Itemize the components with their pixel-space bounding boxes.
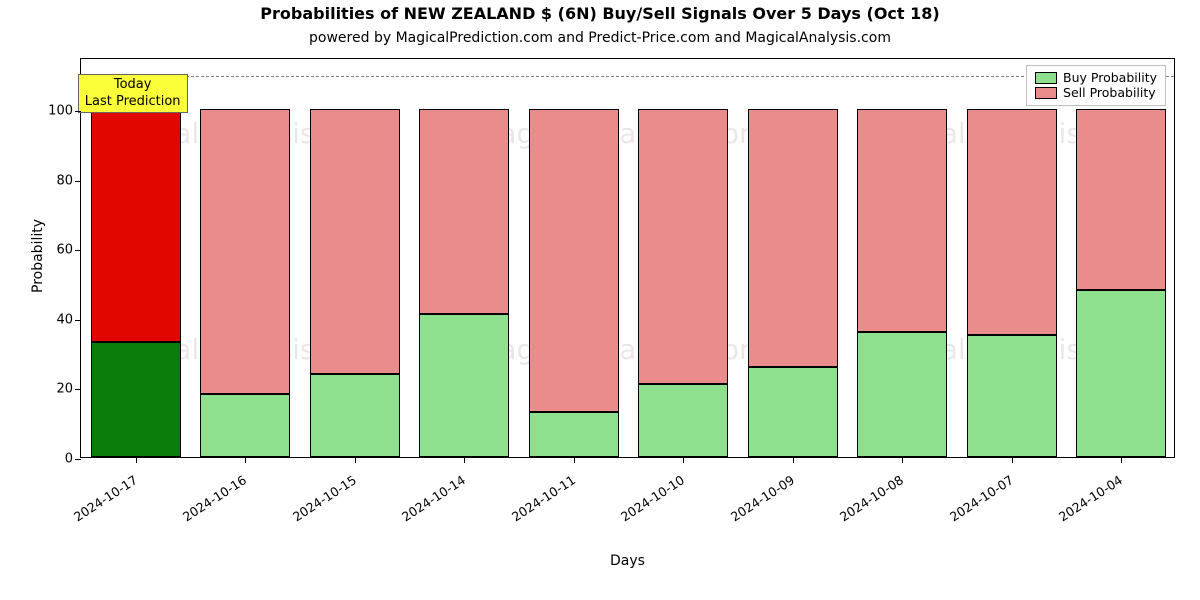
xtick-label: 2024-10-09 — [728, 472, 797, 524]
bar-group — [1076, 57, 1166, 457]
chart-title: Probabilities of NEW ZEALAND $ (6N) Buy/… — [0, 4, 1200, 23]
annotation-line2: Last Prediction — [85, 94, 181, 109]
sell-bar — [310, 109, 400, 373]
ytick-label: 0 — [65, 452, 73, 467]
xtick-mark — [574, 457, 575, 463]
bar-group — [310, 57, 400, 457]
bar-group — [748, 57, 838, 457]
annotation-line1: Today — [114, 77, 152, 92]
xtick-mark — [793, 457, 794, 463]
ytick-label: 40 — [56, 312, 73, 327]
legend-swatch — [1035, 72, 1057, 84]
buy-bar — [1076, 290, 1166, 457]
xtick-mark — [464, 457, 465, 463]
xtick-label: 2024-10-07 — [947, 472, 1016, 524]
xtick-label: 2024-10-16 — [180, 472, 249, 524]
buy-bar — [91, 342, 181, 457]
xtick-mark — [136, 457, 137, 463]
bar-group — [200, 57, 290, 457]
ytick-mark — [75, 250, 81, 251]
ytick-mark — [75, 459, 81, 460]
xtick-mark — [1012, 457, 1013, 463]
chart-subtitle: powered by MagicalPrediction.com and Pre… — [0, 30, 1200, 46]
legend-label: Buy Probability — [1063, 70, 1157, 85]
bar-group — [419, 57, 509, 457]
xtick-mark — [355, 457, 356, 463]
buy-bar — [857, 332, 947, 457]
buy-bar — [200, 394, 290, 457]
xtick-mark — [245, 457, 246, 463]
xtick-label: 2024-10-17 — [71, 472, 140, 524]
sell-bar — [967, 109, 1057, 335]
ytick-label: 20 — [56, 382, 73, 397]
legend-swatch — [1035, 87, 1057, 99]
y-axis-label: Probability — [30, 219, 46, 293]
sell-bar — [638, 109, 728, 384]
legend: Buy ProbabilitySell Probability — [1026, 65, 1166, 106]
ytick-label: 100 — [48, 104, 73, 119]
sell-bar — [419, 109, 509, 314]
xtick-label: 2024-10-04 — [1056, 472, 1125, 524]
buy-bar — [419, 314, 509, 457]
figure: Probabilities of NEW ZEALAND $ (6N) Buy/… — [0, 0, 1200, 600]
ytick-mark — [75, 181, 81, 182]
bars-layer — [81, 59, 1174, 457]
bar-group — [967, 57, 1057, 457]
ytick-mark — [75, 389, 81, 390]
buy-bar — [638, 384, 728, 457]
ytick-label: 60 — [56, 243, 73, 258]
xtick-label: 2024-10-14 — [399, 472, 468, 524]
legend-item: Buy Probability — [1035, 70, 1157, 85]
legend-item: Sell Probability — [1035, 85, 1157, 100]
xtick-mark — [902, 457, 903, 463]
legend-label: Sell Probability — [1063, 85, 1156, 100]
ytick-mark — [75, 320, 81, 321]
buy-bar — [529, 412, 619, 457]
ytick-label: 80 — [56, 173, 73, 188]
bar-group — [529, 57, 619, 457]
sell-bar — [529, 109, 619, 412]
xtick-mark — [1121, 457, 1122, 463]
buy-bar — [967, 335, 1057, 457]
sell-bar — [200, 109, 290, 394]
xtick-mark — [683, 457, 684, 463]
sell-bar — [748, 109, 838, 366]
sell-bar — [1076, 109, 1166, 290]
xtick-label: 2024-10-15 — [290, 472, 359, 524]
buy-bar — [748, 367, 838, 457]
xtick-label: 2024-10-10 — [618, 472, 687, 524]
xtick-label: 2024-10-11 — [509, 472, 578, 524]
sell-bar — [857, 109, 947, 332]
bar-group — [857, 57, 947, 457]
x-axis-label: Days — [80, 553, 1175, 569]
ytick-mark — [75, 111, 81, 112]
bar-group — [638, 57, 728, 457]
bar-group — [91, 57, 181, 457]
today-annotation: Today Last Prediction — [78, 74, 188, 113]
buy-bar — [310, 374, 400, 457]
reference-line — [81, 76, 1174, 77]
xtick-label: 2024-10-08 — [837, 472, 906, 524]
sell-bar — [91, 109, 181, 342]
plot-area: MagicalAnalysis.comMagicalAnalysis.comMa… — [80, 58, 1175, 458]
